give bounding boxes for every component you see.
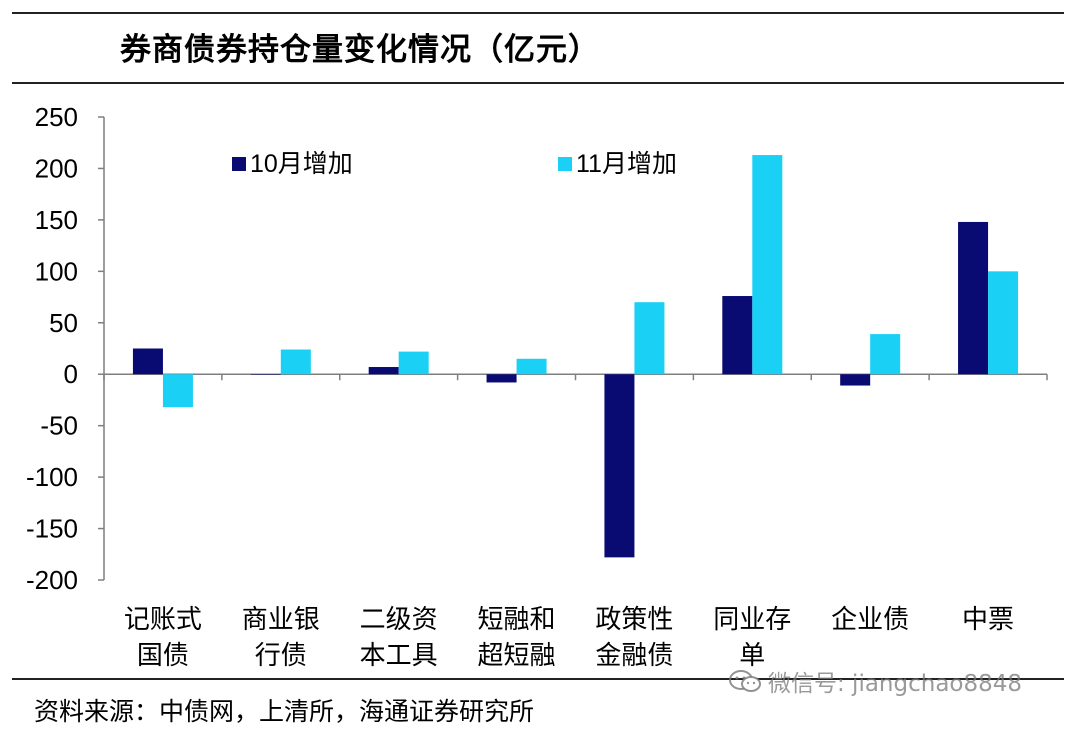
- legend: 10月增加 11月增加: [232, 150, 677, 178]
- x-category-label: 记账式: [124, 604, 202, 634]
- bar-oct-2: [368, 367, 399, 375]
- top-rule: [12, 12, 1064, 14]
- x-category-label: 企业债: [831, 604, 909, 634]
- bar-oct-7: [958, 221, 989, 375]
- bars: [132, 155, 1019, 558]
- x-category-label: 中票: [962, 604, 1014, 634]
- bar-nov-5: [752, 155, 783, 375]
- x-category-label: 行债: [255, 640, 307, 670]
- y-tick-label: 0: [64, 359, 78, 389]
- axes: [98, 116, 1048, 581]
- y-tick-label: -50: [40, 411, 78, 441]
- bottom-rule: [12, 678, 1064, 680]
- x-category-label: 金融债: [595, 640, 673, 670]
- title-underline: [12, 82, 1064, 84]
- legend-label-nov: 11月增加: [576, 150, 677, 178]
- watermark-text: 微信号: jiangchao8848: [768, 671, 1023, 697]
- bar-nov-1: [280, 349, 311, 375]
- x-category-label: 短融和: [478, 604, 556, 634]
- y-tick-label: 150: [35, 205, 78, 235]
- x-category-label: 国债: [137, 640, 189, 670]
- y-tick-label: -100: [26, 462, 78, 492]
- x-category-label: 超短融: [478, 640, 556, 670]
- x-category-label: 商业银: [242, 604, 320, 634]
- bar-oct-1: [250, 374, 281, 375]
- x-category-label: 二级资: [360, 604, 438, 634]
- x-category-label: 单: [739, 640, 765, 670]
- bar-nov-2: [398, 351, 429, 375]
- bar-nov-3: [516, 358, 547, 375]
- x-category-label: 政策性: [595, 604, 673, 634]
- bar-oct-5: [722, 296, 753, 375]
- y-tick-label: -150: [26, 514, 78, 544]
- legend-swatch-nov: [558, 157, 572, 171]
- bar-oct-6: [840, 374, 871, 386]
- y-tick-label: -200: [26, 565, 78, 595]
- y-tick-labels: 250 200 150 100 50 0 -50 -100 -150 -200: [26, 102, 78, 595]
- bar-oct-3: [486, 374, 517, 383]
- x-category-label: 同业存: [713, 604, 791, 634]
- bar-oct-4: [604, 374, 635, 558]
- bar-nov-4: [634, 302, 665, 375]
- bar-nov-6: [870, 334, 901, 375]
- y-tick-label: 250: [35, 102, 78, 132]
- y-tick-label: 100: [35, 256, 78, 286]
- y-tick-label: 200: [35, 153, 78, 183]
- wechat-icon: [729, 670, 761, 692]
- bar-nov-7: [988, 271, 1019, 375]
- source-note: 资料来源：中债网，上清所，海通证券研究所: [34, 697, 535, 726]
- chart-title: 券商债券持仓量变化情况（亿元）: [120, 32, 600, 68]
- y-tick-label: 50: [49, 308, 78, 338]
- legend-swatch-oct: [232, 157, 246, 171]
- bar-nov-0: [162, 374, 193, 408]
- x-category-label: 本工具: [360, 640, 438, 670]
- legend-label-oct: 10月增加: [250, 150, 353, 178]
- bar-oct-0: [132, 348, 163, 375]
- watermark: 微信号: jiangchao8848: [728, 664, 1022, 698]
